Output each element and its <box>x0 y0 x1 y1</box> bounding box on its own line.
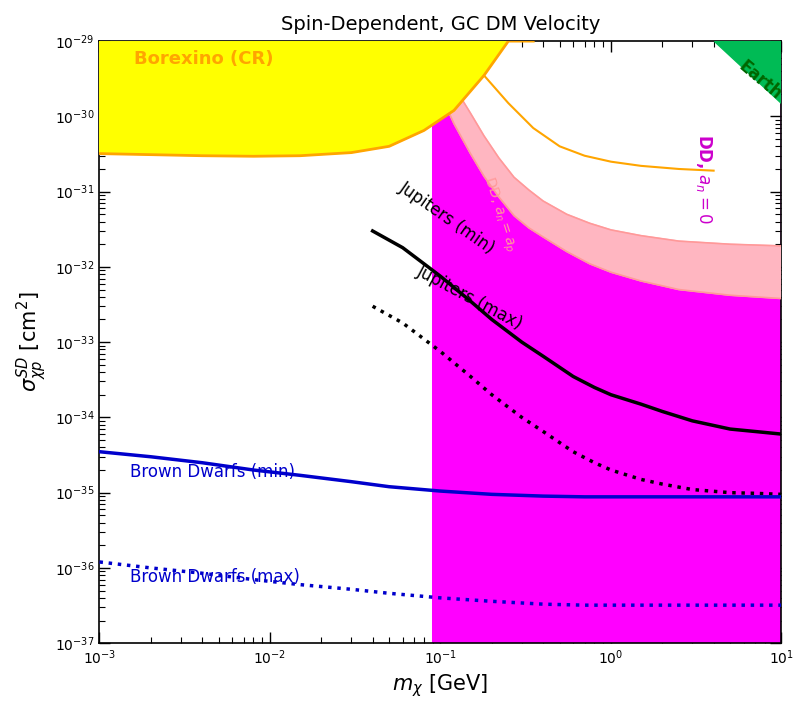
Title: Spin-Dependent, GC DM Velocity: Spin-Dependent, GC DM Velocity <box>281 15 600 34</box>
Polygon shape <box>433 41 781 643</box>
Text: Jupiters (max): Jupiters (max) <box>414 262 526 333</box>
Text: Brown Dwarfs (max): Brown Dwarfs (max) <box>129 568 299 586</box>
Text: DD, $a_n = 0$: DD, $a_n = 0$ <box>694 134 714 223</box>
Text: DD, $a_n = a_p$: DD, $a_n = a_p$ <box>478 174 519 254</box>
Text: Brown Dwarfs (min): Brown Dwarfs (min) <box>129 463 294 481</box>
X-axis label: $m_\chi$ [GeV]: $m_\chi$ [GeV] <box>392 672 489 699</box>
Text: Jupiters (min): Jupiters (min) <box>396 178 498 258</box>
Y-axis label: $\sigma_{\chi p}^{SD}$ [cm$^2$]: $\sigma_{\chi p}^{SD}$ [cm$^2$] <box>15 292 49 393</box>
Text: Earth: Earth <box>735 57 786 104</box>
Polygon shape <box>433 41 781 298</box>
Polygon shape <box>714 41 781 103</box>
Text: Borexino (CR): Borexino (CR) <box>134 50 273 68</box>
Polygon shape <box>100 41 533 156</box>
